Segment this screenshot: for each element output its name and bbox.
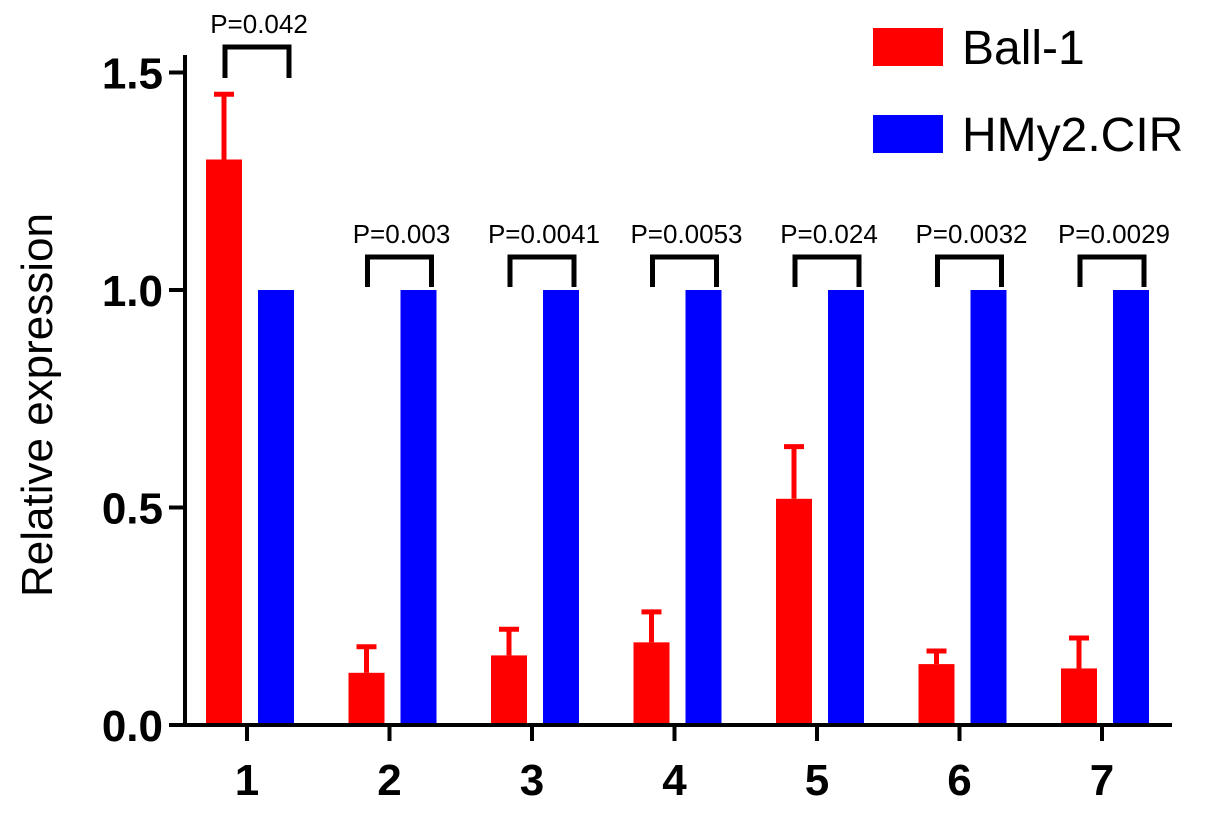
x-tick-label: 3 <box>520 756 544 805</box>
legend-label-ball-1: Ball-1 <box>962 22 1085 75</box>
p-value-label: P=0.0053 <box>630 219 742 249</box>
bars <box>206 159 1149 725</box>
significance-bracket <box>507 254 577 287</box>
bar-hmy2-cir-1 <box>258 290 294 725</box>
error-bars <box>214 91 1089 673</box>
bar-hmy2-cir-4 <box>685 290 722 725</box>
p-value-label: P=0.042 <box>210 9 308 39</box>
bar-ball-1-5 <box>776 498 812 725</box>
significance-bracket <box>222 44 292 78</box>
bar-ball-1-2 <box>348 672 385 725</box>
y-axis-title: Relative expression <box>13 213 62 597</box>
x-tick-label: 6 <box>947 756 971 805</box>
y-tick-label: 1.0 <box>102 267 163 316</box>
y-tick-label: 1.5 <box>102 50 163 99</box>
y-tick-label: 0.5 <box>102 485 163 534</box>
legend: Ball-1 HMy2.CIR <box>873 22 1183 162</box>
axes <box>183 55 1172 727</box>
bar-hmy2-cir-3 <box>543 290 579 725</box>
bar-ball-1-4 <box>633 642 670 725</box>
p-value-label: P=0.003 <box>353 219 451 249</box>
p-value-label: P=0.0032 <box>915 219 1027 249</box>
p-value-label: P=0.0029 <box>1058 219 1170 249</box>
bar-hmy2-cir-5 <box>828 290 864 725</box>
legend-label-hmy2-cir: HMy2.CIR <box>962 109 1183 162</box>
significance-bracket <box>365 254 434 287</box>
bar-ball-1-3 <box>491 655 527 725</box>
significance-bracket <box>792 254 862 287</box>
ticks: 0.0 0.5 1.0 1.5 1 2 3 4 5 6 7 <box>102 50 1114 806</box>
x-tick-label: 5 <box>805 756 829 805</box>
significance-bracket <box>650 254 719 287</box>
bar-hmy2-cir-6 <box>970 290 1007 725</box>
x-tick-label: 1 <box>235 756 259 805</box>
x-tick-label: 7 <box>1090 756 1114 805</box>
x-tick-label: 4 <box>662 756 687 805</box>
significance-bracket <box>935 254 1004 287</box>
bar-ball-1-6 <box>918 664 955 725</box>
bar-ball-1-7 <box>1061 668 1097 725</box>
bar-ball-1-1 <box>206 159 242 725</box>
p-value-label: P=0.024 <box>780 219 878 249</box>
legend-swatch-ball-1 <box>873 28 943 66</box>
significance-bracket <box>1077 254 1147 287</box>
x-tick-label: 2 <box>377 756 401 805</box>
legend-swatch-hmy2-cir <box>873 115 943 153</box>
p-value-label: P=0.0041 <box>488 219 600 249</box>
bar-hmy2-cir-2 <box>400 290 437 725</box>
bar-hmy2-cir-7 <box>1113 290 1149 725</box>
significance-annotations: P=0.042 P=0.003 P=0.0041 P=0.0053 P=0.024 P=0… <box>210 9 1170 287</box>
y-tick-label: 0.0 <box>102 702 163 751</box>
